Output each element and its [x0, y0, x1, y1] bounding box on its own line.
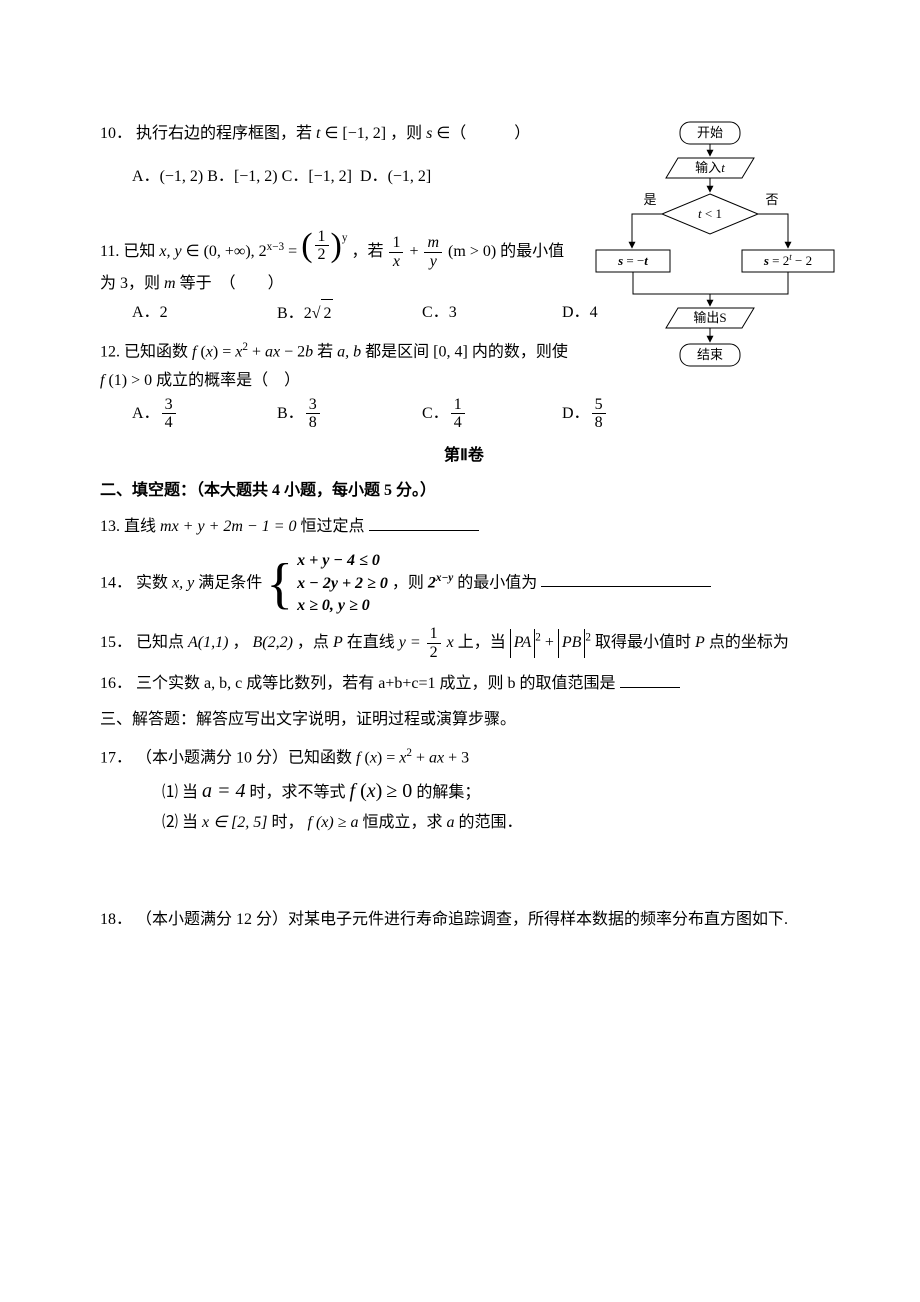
- question-15: 15． 已知点 A(1,1) ， B(2,2) ，点 P 在直线 y = 12 …: [100, 625, 828, 661]
- q12-stem: 12. 已知函数 f (x) = x2 + ax − 2b 若 a, b 都是区…: [100, 337, 600, 367]
- blank-line: [620, 671, 680, 688]
- q11-options: A．2 B．2√2 C．3 D．4: [100, 299, 828, 329]
- q10-number: 10．: [100, 125, 132, 142]
- question-16: 16． 三个实数 a, b, c 成等比数列，若有 a+b+c=1 成立，则 b…: [100, 670, 828, 699]
- svg-text:开始: 开始: [697, 125, 723, 140]
- question-10: 开始 输入t t < 1 是 否 s = −t s = 2t − 2 输出S 结…: [100, 120, 828, 192]
- q11-stem: 11. 已知 x, y ∈ (0, +∞), 2x−3 = ( 12 ) y ，…: [100, 228, 600, 271]
- blank-line: [369, 514, 479, 531]
- svg-text:输入t: 输入t: [695, 160, 725, 175]
- q17-part2: ⑵ 当 x ∈ [2, 5] 时， f (x) ≥ a 恒成立，求 a 的范围．: [100, 809, 828, 838]
- q11-stem-2: 为 3，则 m 等于 （ ）: [100, 270, 828, 299]
- question-12: 12. 已知函数 f (x) = x2 + ax − 2b 若 a, b 都是区…: [100, 337, 828, 432]
- q12-options: A．34 B．38 C．14 D．58: [100, 396, 828, 432]
- question-17: 17． （本小题满分 10 分）已知函数 f (x) = x2 + ax + 3…: [100, 743, 828, 838]
- question-13: 13. 直线 mx + y + 2m − 1 = 0 恒过定点: [100, 513, 828, 542]
- fill-blank-header: 二、填空题：（本大题共 4 小题，每小题 5 分。）: [100, 477, 828, 506]
- svg-text:t < 1: t < 1: [698, 206, 722, 221]
- question-18: 18． （本小题满分 12 分）对某电子元件进行寿命追踪调查，所得样本数据的频率…: [100, 906, 828, 935]
- q17-part1: ⑴ 当 a = 4 时，求不等式 f (x) ≥ 0 的解集；: [100, 773, 828, 809]
- svg-text:否: 否: [765, 192, 778, 207]
- section-2-title: 第Ⅱ卷: [100, 442, 828, 471]
- question-14: 14． 实数 x, y 满足条件 { x + y − 4 ≤ 0 x − 2y …: [100, 550, 828, 617]
- blank-line: [541, 570, 711, 587]
- question-11: 11. 已知 x, y ∈ (0, +∞), 2x−3 = ( 12 ) y ，…: [100, 228, 828, 329]
- svg-text:是: 是: [643, 192, 656, 207]
- q12-stem-2: f (1) > 0 成立的概率是（ ）: [100, 367, 828, 396]
- solve-header: 三、解答题：解答应写出文字说明，证明过程或演算步骤。: [100, 706, 828, 735]
